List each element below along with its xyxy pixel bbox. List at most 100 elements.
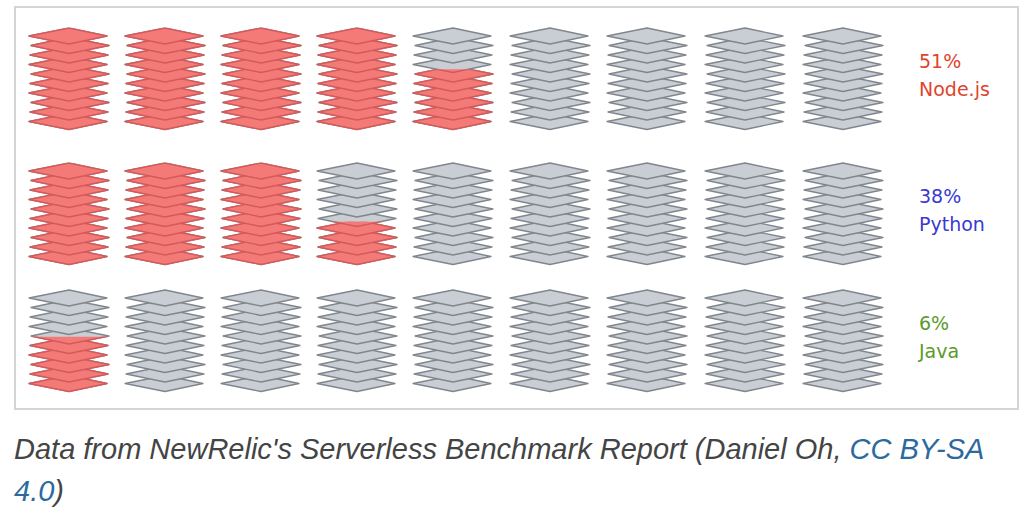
empty-stack	[803, 28, 883, 130]
empty-stack	[607, 290, 687, 392]
filled-stack	[125, 163, 205, 265]
sheet	[29, 290, 107, 306]
sheet	[317, 290, 395, 306]
sheet	[317, 28, 395, 44]
sheet	[221, 28, 299, 44]
caption-text: Data from NewRelic's Serverless Benchmar…	[14, 433, 850, 465]
sheet	[803, 290, 881, 306]
empty-stack	[317, 163, 397, 265]
sheet	[29, 163, 107, 179]
sheet	[607, 163, 685, 179]
empty-stack	[607, 28, 687, 130]
sheet	[413, 163, 491, 179]
sheet	[29, 28, 107, 44]
filled-stack	[221, 28, 301, 130]
sheet	[125, 28, 203, 44]
red-stack	[317, 28, 397, 130]
sheet	[221, 163, 299, 179]
empty-stack	[29, 163, 109, 265]
sheet	[607, 290, 685, 306]
sheet	[413, 290, 491, 306]
filled-stack	[125, 28, 205, 130]
filled-portion	[29, 290, 109, 392]
filled-stack	[29, 163, 109, 265]
caption-end: )	[54, 475, 64, 507]
sheet	[803, 28, 881, 44]
sheet	[413, 28, 491, 44]
sheet	[318, 222, 396, 227]
sheet	[125, 28, 203, 44]
empty-stack	[803, 290, 883, 392]
empty-stack	[125, 290, 205, 392]
sheet	[705, 163, 783, 179]
value-label: 38%	[919, 185, 961, 207]
filled-stack	[317, 28, 397, 130]
empty-stack	[413, 163, 493, 265]
filled-stack	[317, 222, 397, 265]
sheet	[125, 163, 203, 179]
sheet	[317, 28, 395, 44]
value-label: 51%	[919, 50, 961, 72]
empty-stack	[221, 290, 301, 392]
sheet	[221, 28, 299, 44]
empty-stack	[317, 28, 397, 130]
filled-stack	[413, 70, 493, 130]
red-stack	[221, 28, 301, 130]
empty-stack	[221, 28, 301, 130]
sheet	[510, 290, 588, 306]
sheet	[221, 163, 299, 179]
row	[29, 28, 883, 130]
category-label: Java	[918, 340, 959, 362]
filled-portion	[29, 28, 493, 130]
chart-area: 51% Node.js 38% Python 6% Java	[14, 6, 1019, 414]
red-stack	[29, 163, 109, 265]
filled-portion	[29, 163, 397, 265]
red-stack	[221, 163, 301, 265]
empty-stack	[125, 28, 205, 130]
red-stack	[125, 28, 205, 130]
sheet	[125, 290, 203, 306]
row	[29, 163, 883, 265]
red-stack	[317, 222, 397, 265]
empty-stack	[705, 28, 785, 130]
sheet	[125, 163, 203, 179]
empty-stack	[705, 163, 785, 265]
sheet	[803, 163, 881, 179]
red-stack	[125, 163, 205, 265]
row	[29, 290, 883, 392]
sheet	[29, 28, 107, 44]
empty-stack	[510, 163, 590, 265]
empty-stack	[317, 290, 397, 392]
red-stack	[29, 337, 109, 392]
sheet	[705, 28, 783, 44]
sheet	[510, 28, 588, 44]
category-label: Python	[919, 213, 985, 235]
empty-stack	[413, 290, 493, 392]
empty-stack	[607, 163, 687, 265]
empty-stack	[705, 290, 785, 392]
sheet	[705, 290, 783, 306]
red-stack	[29, 28, 109, 130]
empty-stack	[29, 28, 109, 130]
value-label: 6%	[919, 312, 949, 334]
filled-stack	[29, 28, 109, 130]
sheet	[31, 337, 109, 344]
empty-stack	[413, 28, 493, 130]
sheet	[510, 163, 588, 179]
empty-stack	[803, 163, 883, 265]
empty-stack	[510, 28, 590, 130]
sheet	[221, 290, 299, 306]
filled-stack	[221, 163, 301, 265]
sheet	[317, 163, 395, 179]
sheet	[29, 163, 107, 179]
empty-stack	[29, 290, 109, 392]
caption: Data from NewRelic's Serverless Benchmar…	[14, 428, 1024, 512]
empty-stack	[510, 290, 590, 392]
sheet	[607, 28, 685, 44]
pictogram: 51% Node.js 38% Python 6% Java	[14, 6, 1019, 410]
filled-stack	[29, 337, 109, 392]
red-stack	[413, 70, 493, 130]
empty-stack	[125, 163, 205, 265]
sheet	[413, 70, 491, 73]
category-label: Node.js	[919, 78, 990, 100]
